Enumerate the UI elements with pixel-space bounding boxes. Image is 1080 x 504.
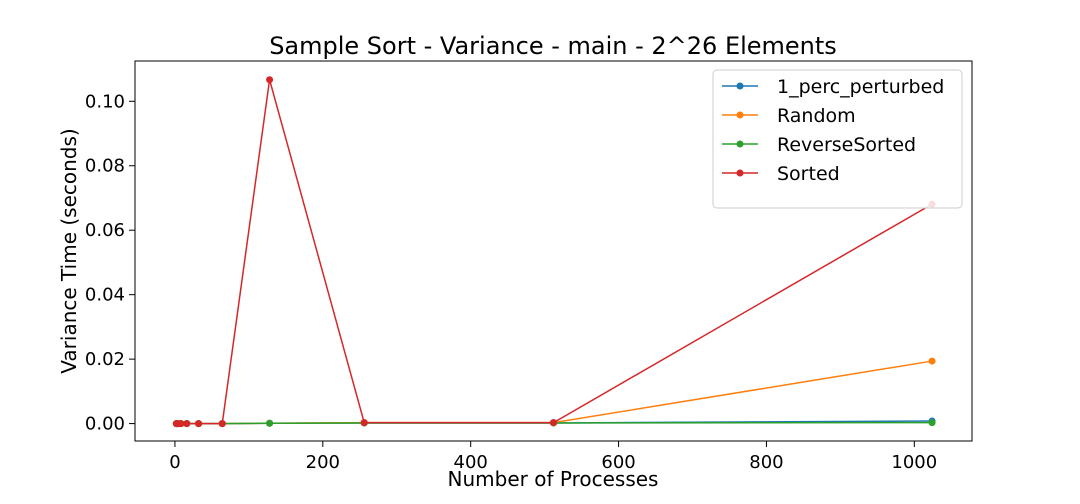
x-axis: 0 200 400 600 800 1000 [169, 441, 937, 473]
y-axis-label: Variance Time (seconds) [57, 128, 81, 373]
y-tick-label: 0.00 [85, 414, 125, 435]
data-point [928, 357, 936, 365]
y-tick-label: 0.06 [85, 220, 125, 241]
y-tick-label: 0.08 [85, 156, 125, 177]
data-point [550, 419, 557, 427]
chart-title: Sample Sort - Variance - main - 2^26 Ele… [269, 32, 837, 60]
data-point [195, 420, 203, 428]
legend-item: Random [722, 105, 856, 127]
data-point [177, 420, 185, 428]
legend-marker [736, 140, 744, 148]
legend-item: ReverseSorted [722, 134, 916, 156]
legend-label: Random [777, 105, 856, 127]
data-point [928, 419, 936, 427]
data-point [183, 420, 191, 428]
x-axis-label: Number of Processes [448, 467, 659, 491]
legend-label: ReverseSorted [777, 134, 916, 156]
legend-label: 1_perc_perturbed [777, 76, 944, 98]
series-random [172, 357, 936, 428]
legend-marker [736, 169, 744, 177]
data-point [218, 420, 226, 428]
x-tick-label: 200 [306, 452, 340, 473]
y-axis: 0.00 0.02 0.04 0.06 0.08 0.10 [85, 91, 135, 435]
data-point [360, 419, 368, 427]
legend-label: Sorted [777, 163, 840, 185]
legend-marker [736, 111, 744, 119]
plot-frame [134, 60, 973, 442]
y-tick-label: 0.04 [85, 285, 125, 306]
y-tick-label: 0.02 [85, 349, 125, 370]
x-tick-label: 600 [601, 452, 635, 473]
y-tick-label: 0.10 [85, 91, 125, 112]
data-point [266, 419, 274, 427]
legend-marker [736, 82, 744, 90]
x-tick-label: 1000 [891, 452, 937, 473]
x-tick-label: 800 [749, 452, 783, 473]
series-line-random [176, 360, 933, 425]
data-point [266, 76, 274, 84]
legend-item: 1_perc_perturbed [722, 76, 944, 98]
legend: 1_perc_perturbed Random ReverseSorted Sorte… [712, 69, 963, 209]
legend-item: Sorted [722, 163, 840, 185]
x-tick-label: 400 [454, 452, 488, 473]
series-layer [172, 76, 936, 428]
legend-box [712, 69, 963, 209]
x-tick-label: 0 [169, 452, 180, 473]
